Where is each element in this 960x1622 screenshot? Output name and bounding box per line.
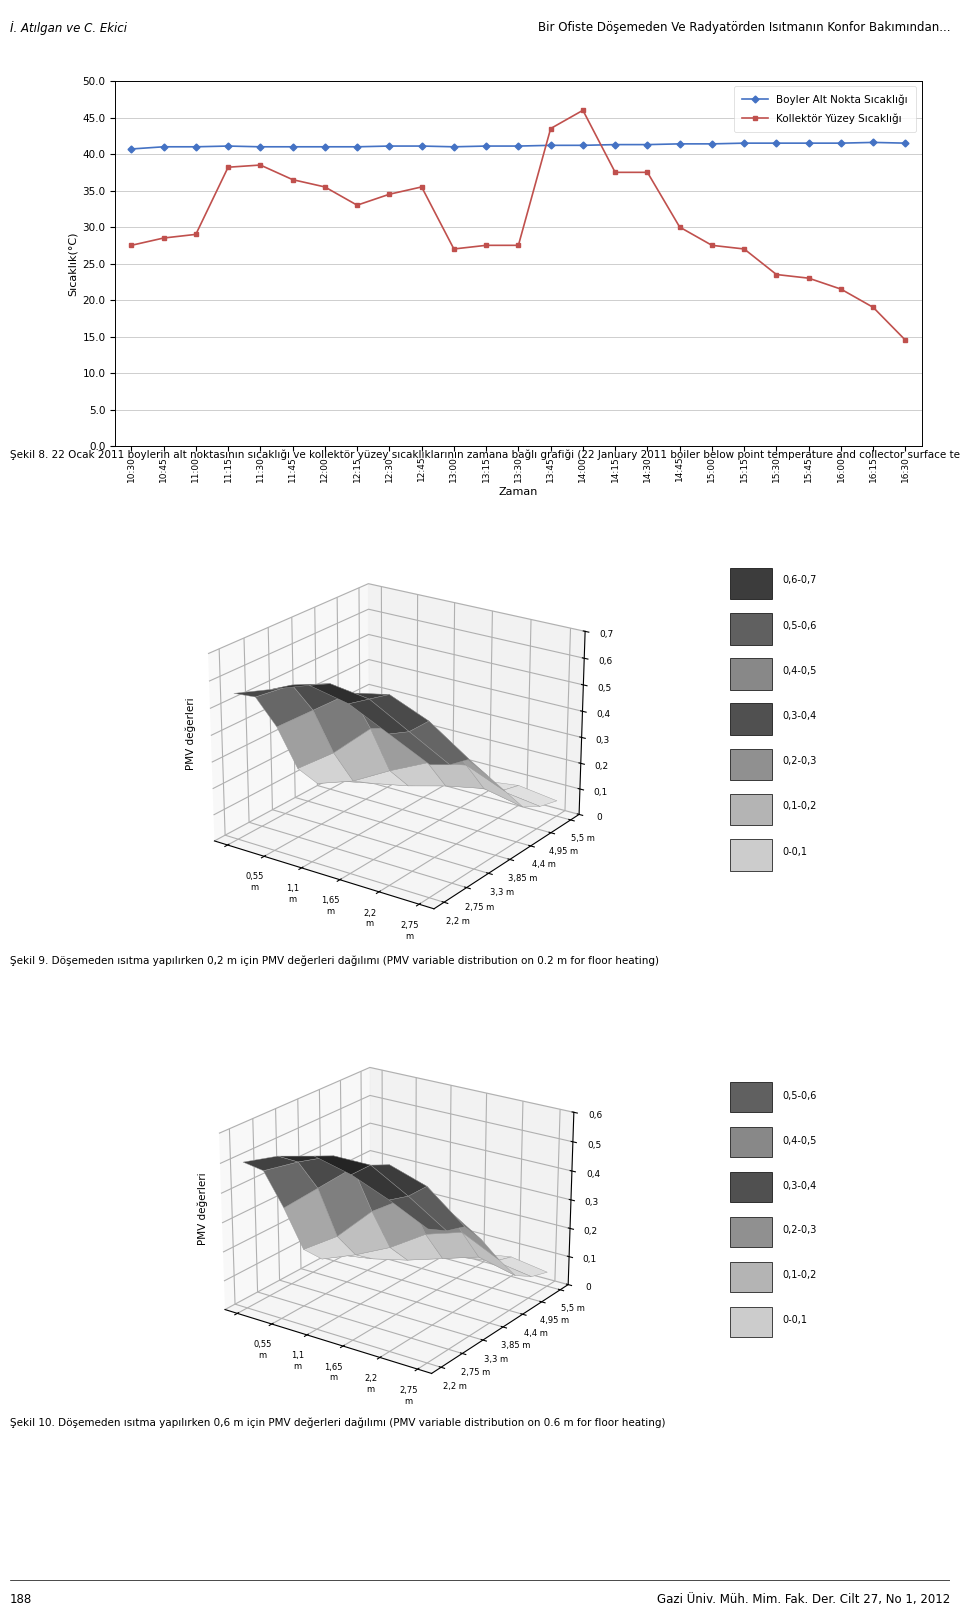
Boyler Alt Nokta Sıcaklığı: [190, 138, 202, 157]
Kollektör Yüzey Sıcaklığı: [480, 235, 492, 255]
Boyler Alt Nokta Sıcaklığı: [545, 136, 557, 156]
Boyler Alt Nokta Sıcaklığı: [351, 138, 363, 157]
Kollektör Yüzey Sıcaklığı: [738, 240, 750, 260]
Boyler Alt Nokta Sıcaklığı: [384, 136, 396, 156]
Boyler Alt Nokta Sıcaklığı: [287, 138, 299, 157]
FancyBboxPatch shape: [730, 613, 772, 644]
Boyler Alt Nokta Sıcaklığı: [254, 138, 266, 157]
FancyBboxPatch shape: [730, 659, 772, 689]
FancyBboxPatch shape: [730, 704, 772, 735]
Kollektör Yüzey Sıcaklığı: [126, 235, 137, 255]
Boyler Alt Nokta Sıcaklığı: [707, 135, 718, 154]
Kollektör Yüzey Sıcaklığı: [319, 177, 330, 196]
Kollektör Yüzey Sıcaklığı: [351, 195, 363, 214]
Kollektör Yüzey Sıcaklığı: [254, 156, 266, 175]
Kollektör Yüzey Sıcaklığı: [900, 331, 911, 350]
Text: Şekil 8. 22 Ocak 2011 boylerin alt noktasının sıcaklığı ve kollektör yüzey sıcak: Şekil 8. 22 Ocak 2011 boylerin alt nokta…: [10, 449, 960, 461]
Kollektör Yüzey Sıcaklığı: [545, 118, 557, 138]
Boyler Alt Nokta Sıcaklığı: [223, 136, 234, 156]
Kollektör Yüzey Sıcaklığı: [803, 268, 814, 289]
Text: PMV değerleri: PMV değerleri: [185, 697, 196, 770]
Text: İ. Atılgan ve C. Ekici: İ. Atılgan ve C. Ekici: [10, 21, 127, 34]
Text: PMV değerleri: PMV değerleri: [198, 1173, 208, 1246]
Text: 0,5-0,6: 0,5-0,6: [782, 621, 817, 631]
Kollektör Yüzey Sıcaklığı: [641, 162, 653, 182]
Kollektör Yüzey Sıcaklığı: [190, 225, 202, 245]
Kollektör Yüzey Sıcaklığı: [868, 298, 879, 318]
FancyBboxPatch shape: [730, 1216, 772, 1247]
Text: Şekil 10. Döşemeden ısıtma yapılırken 0,6 m için PMV değerleri dağılımı (PMV var: Şekil 10. Döşemeden ısıtma yapılırken 0,…: [10, 1418, 665, 1427]
Kollektör Yüzey Sıcaklığı: [674, 217, 685, 237]
Kollektör Yüzey Sıcaklığı: [513, 235, 524, 255]
Boyler Alt Nokta Sıcaklığı: [416, 136, 427, 156]
Text: 0-0,1: 0-0,1: [782, 1315, 807, 1325]
Text: 0,1-0,2: 0,1-0,2: [782, 1270, 817, 1280]
Boyler Alt Nokta Sıcaklığı: [513, 136, 524, 156]
FancyBboxPatch shape: [730, 1171, 772, 1202]
Kollektör Yüzey Sıcaklığı: [835, 279, 847, 298]
Boyler Alt Nokta Sıcaklığı: [674, 135, 685, 154]
FancyBboxPatch shape: [730, 1262, 772, 1293]
Line: Kollektör Yüzey Sıcaklığı: Kollektör Yüzey Sıcaklığı: [129, 109, 908, 342]
Boyler Alt Nokta Sıcaklığı: [126, 139, 137, 159]
Text: 0,3-0,4: 0,3-0,4: [782, 710, 817, 722]
Boyler Alt Nokta Sıcaklığı: [900, 133, 911, 152]
Text: Gazi Üniv. Müh. Mim. Fak. Der. Cilt 27, No 1, 2012: Gazi Üniv. Müh. Mim. Fak. Der. Cilt 27, …: [658, 1593, 950, 1606]
FancyBboxPatch shape: [730, 793, 772, 826]
FancyBboxPatch shape: [730, 749, 772, 780]
Boyler Alt Nokta Sıcaklığı: [803, 133, 814, 152]
Kollektör Yüzey Sıcaklığı: [771, 264, 782, 284]
Boyler Alt Nokta Sıcaklığı: [641, 135, 653, 154]
Boyler Alt Nokta Sıcaklığı: [738, 133, 750, 152]
Boyler Alt Nokta Sıcaklığı: [610, 135, 621, 154]
Text: 0,5-0,6: 0,5-0,6: [782, 1090, 817, 1101]
Boyler Alt Nokta Sıcaklığı: [157, 138, 169, 157]
FancyBboxPatch shape: [730, 1127, 772, 1156]
FancyBboxPatch shape: [730, 1307, 772, 1337]
FancyBboxPatch shape: [730, 839, 772, 871]
Text: 0,6-0,7: 0,6-0,7: [782, 576, 817, 586]
Text: Şekil 9. Döşemeden ısıtma yapılırken 0,2 m için PMV değerleri dağılımı (PMV vari: Şekil 9. Döşemeden ısıtma yapılırken 0,2…: [10, 955, 659, 965]
X-axis label: Zaman: Zaman: [498, 487, 539, 498]
Boyler Alt Nokta Sıcaklığı: [480, 136, 492, 156]
Boyler Alt Nokta Sıcaklığı: [448, 138, 460, 157]
Text: 0,4-0,5: 0,4-0,5: [782, 1135, 817, 1145]
Kollektör Yüzey Sıcaklığı: [610, 162, 621, 182]
Kollektör Yüzey Sıcaklığı: [448, 240, 460, 260]
Kollektör Yüzey Sıcaklığı: [707, 235, 718, 255]
Legend: Boyler Alt Nokta Sıcaklığı, Kollektör Yüzey Sıcaklığı: Boyler Alt Nokta Sıcaklığı, Kollektör Yü…: [733, 86, 917, 133]
Line: Boyler Alt Nokta Sıcaklığı: Boyler Alt Nokta Sıcaklığı: [129, 139, 908, 151]
Text: 0-0,1: 0-0,1: [782, 847, 807, 856]
FancyBboxPatch shape: [730, 1082, 772, 1113]
FancyBboxPatch shape: [730, 568, 772, 600]
Y-axis label: Sıcaklık(°C): Sıcaklık(°C): [68, 232, 78, 295]
Text: 0,2-0,3: 0,2-0,3: [782, 756, 817, 766]
Text: 0,4-0,5: 0,4-0,5: [782, 665, 817, 676]
Text: 0,2-0,3: 0,2-0,3: [782, 1226, 817, 1236]
Text: 188: 188: [10, 1593, 32, 1606]
Kollektör Yüzey Sıcaklığı: [157, 229, 169, 248]
Kollektör Yüzey Sıcaklığı: [287, 170, 299, 190]
Boyler Alt Nokta Sıcaklığı: [835, 133, 847, 152]
Boyler Alt Nokta Sıcaklığı: [577, 136, 588, 156]
Kollektör Yüzey Sıcaklığı: [416, 177, 427, 196]
Boyler Alt Nokta Sıcaklığı: [319, 138, 330, 157]
Kollektör Yüzey Sıcaklığı: [577, 101, 588, 120]
Kollektör Yüzey Sıcaklığı: [223, 157, 234, 177]
Text: Bir Ofiste Döşemeden Ve Radyatörden Isıtmanın Konfor Bakımından...: Bir Ofiste Döşemeden Ve Radyatörden Isıt…: [538, 21, 950, 34]
Text: 0,1-0,2: 0,1-0,2: [782, 801, 817, 811]
Boyler Alt Nokta Sıcaklığı: [868, 133, 879, 152]
Text: 0,3-0,4: 0,3-0,4: [782, 1181, 817, 1191]
Boyler Alt Nokta Sıcaklığı: [771, 133, 782, 152]
Kollektör Yüzey Sıcaklığı: [384, 185, 396, 204]
